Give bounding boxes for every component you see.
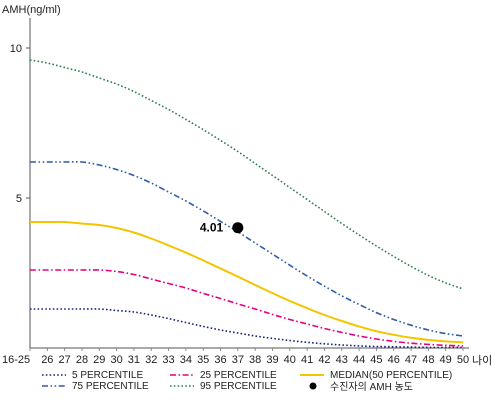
x-axis-title: 나이 (472, 354, 492, 367)
x-tick-label: 37 (232, 354, 244, 366)
series-layer (29, 59, 464, 349)
axes-layer: 5 10 16-25 26 27 28 29 30 31 32 33 34 35 36 37 38 39 40 41… (2, 4, 492, 367)
x-tick-label: 34 (180, 354, 192, 366)
y-tick-label: 5 (16, 193, 22, 205)
y-tick-label: 10 (10, 43, 22, 55)
series-line-95-percentile (29, 59, 464, 290)
x-tick-label: 30 (110, 354, 122, 366)
x-tick-label: 26 (41, 354, 53, 366)
x-tick-label: 50 (457, 354, 469, 366)
x-tick-label: 32 (145, 354, 157, 366)
series-line-median-50-percentile (30, 220, 464, 344)
legend-marker-label: 수진자의 AMH 농도 (330, 381, 413, 393)
marker-layer: 4.01 (200, 221, 244, 235)
x-tick-label: 33 (162, 354, 174, 366)
x-tick-label: 42 (318, 354, 330, 366)
legend-marker-swatch (309, 382, 317, 390)
x-tick-label: 44 (353, 354, 365, 366)
y-axis-title: AMH(ng/ml) (2, 4, 61, 16)
series-line-75-percentile (30, 160, 464, 337)
x-tick-label: 46 (388, 354, 400, 366)
patient-marker-label: 4.01 (200, 221, 224, 235)
x-tick-label: 16-25 (2, 354, 30, 366)
x-tick-label: 49 (440, 354, 452, 366)
series-line-25-percentile (30, 269, 464, 347)
x-tick-label: 48 (422, 354, 434, 366)
x-tick-label: 45 (370, 354, 382, 366)
legend-entry-label: MEDIAN(50 PERCENTILE) (330, 370, 452, 381)
series-line-5-percentile (30, 308, 463, 349)
x-tick-label: 36 (214, 354, 226, 366)
x-tick-label: 43 (336, 354, 348, 366)
x-tick-label: 28 (76, 354, 88, 366)
x-tick-label: 40 (284, 354, 296, 366)
legend-entry-label: 5 PERCENTILE (72, 370, 143, 381)
x-tick-label: 38 (249, 354, 261, 366)
x-tick-label: 39 (266, 354, 278, 366)
x-tick-label: 41 (301, 354, 313, 366)
legend-entry-label: 25 PERCENTILE (200, 370, 277, 381)
legend-entry-label: 75 PERCENTILE (72, 381, 149, 392)
x-tick-label: 29 (93, 354, 105, 366)
legend-entry-label: 95 PERCENTILE (200, 381, 277, 392)
x-tick-label: 27 (59, 354, 71, 366)
x-tick-label: 47 (405, 354, 417, 366)
x-tick-label: 31 (128, 354, 140, 366)
x-tick-label: 35 (197, 354, 209, 366)
patient-marker-point (232, 222, 244, 234)
